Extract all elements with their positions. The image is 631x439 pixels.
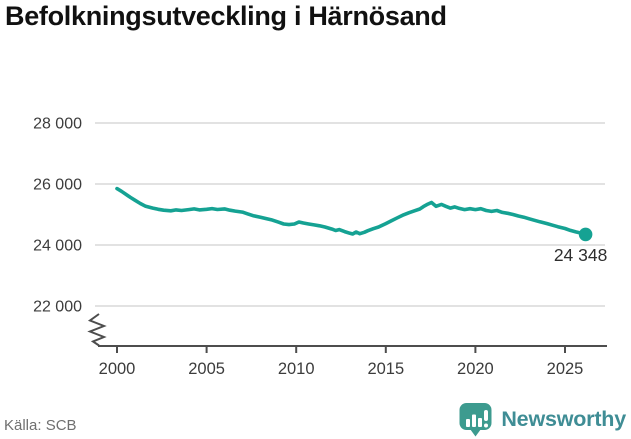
newsworthy-branding-link[interactable]: Newsworthy bbox=[458, 401, 626, 437]
population-line bbox=[115, 186, 588, 237]
x-axis-tick-label: 2015 bbox=[367, 360, 404, 378]
x-axis-tick-label: 2010 bbox=[278, 360, 315, 378]
newsworthy-wordmark: Newsworthy bbox=[501, 406, 626, 431]
x-axis-tick-label: 2025 bbox=[547, 360, 584, 378]
y-axis-tick-label: 22 000 bbox=[33, 299, 82, 316]
y-axis-break-icon bbox=[87, 313, 107, 347]
x-axis-tick-label: 2020 bbox=[457, 360, 494, 378]
newsworthy-logo-icon bbox=[459, 403, 492, 437]
source-label: Källa: SCB bbox=[4, 417, 77, 434]
y-axis-tick-label: 26 000 bbox=[33, 177, 82, 194]
chart-title: Befolkningsutveckling i Härnösand bbox=[5, 1, 447, 31]
y-axis-tick-label: 24 000 bbox=[33, 238, 82, 255]
last-value-label: 24 348 bbox=[554, 245, 608, 265]
x-axis-tick-label: 2005 bbox=[188, 360, 225, 378]
x-axis-tick-label: 2000 bbox=[99, 360, 136, 378]
last-value-dot bbox=[578, 227, 593, 242]
y-axis-tick-label: 28 000 bbox=[33, 116, 82, 133]
